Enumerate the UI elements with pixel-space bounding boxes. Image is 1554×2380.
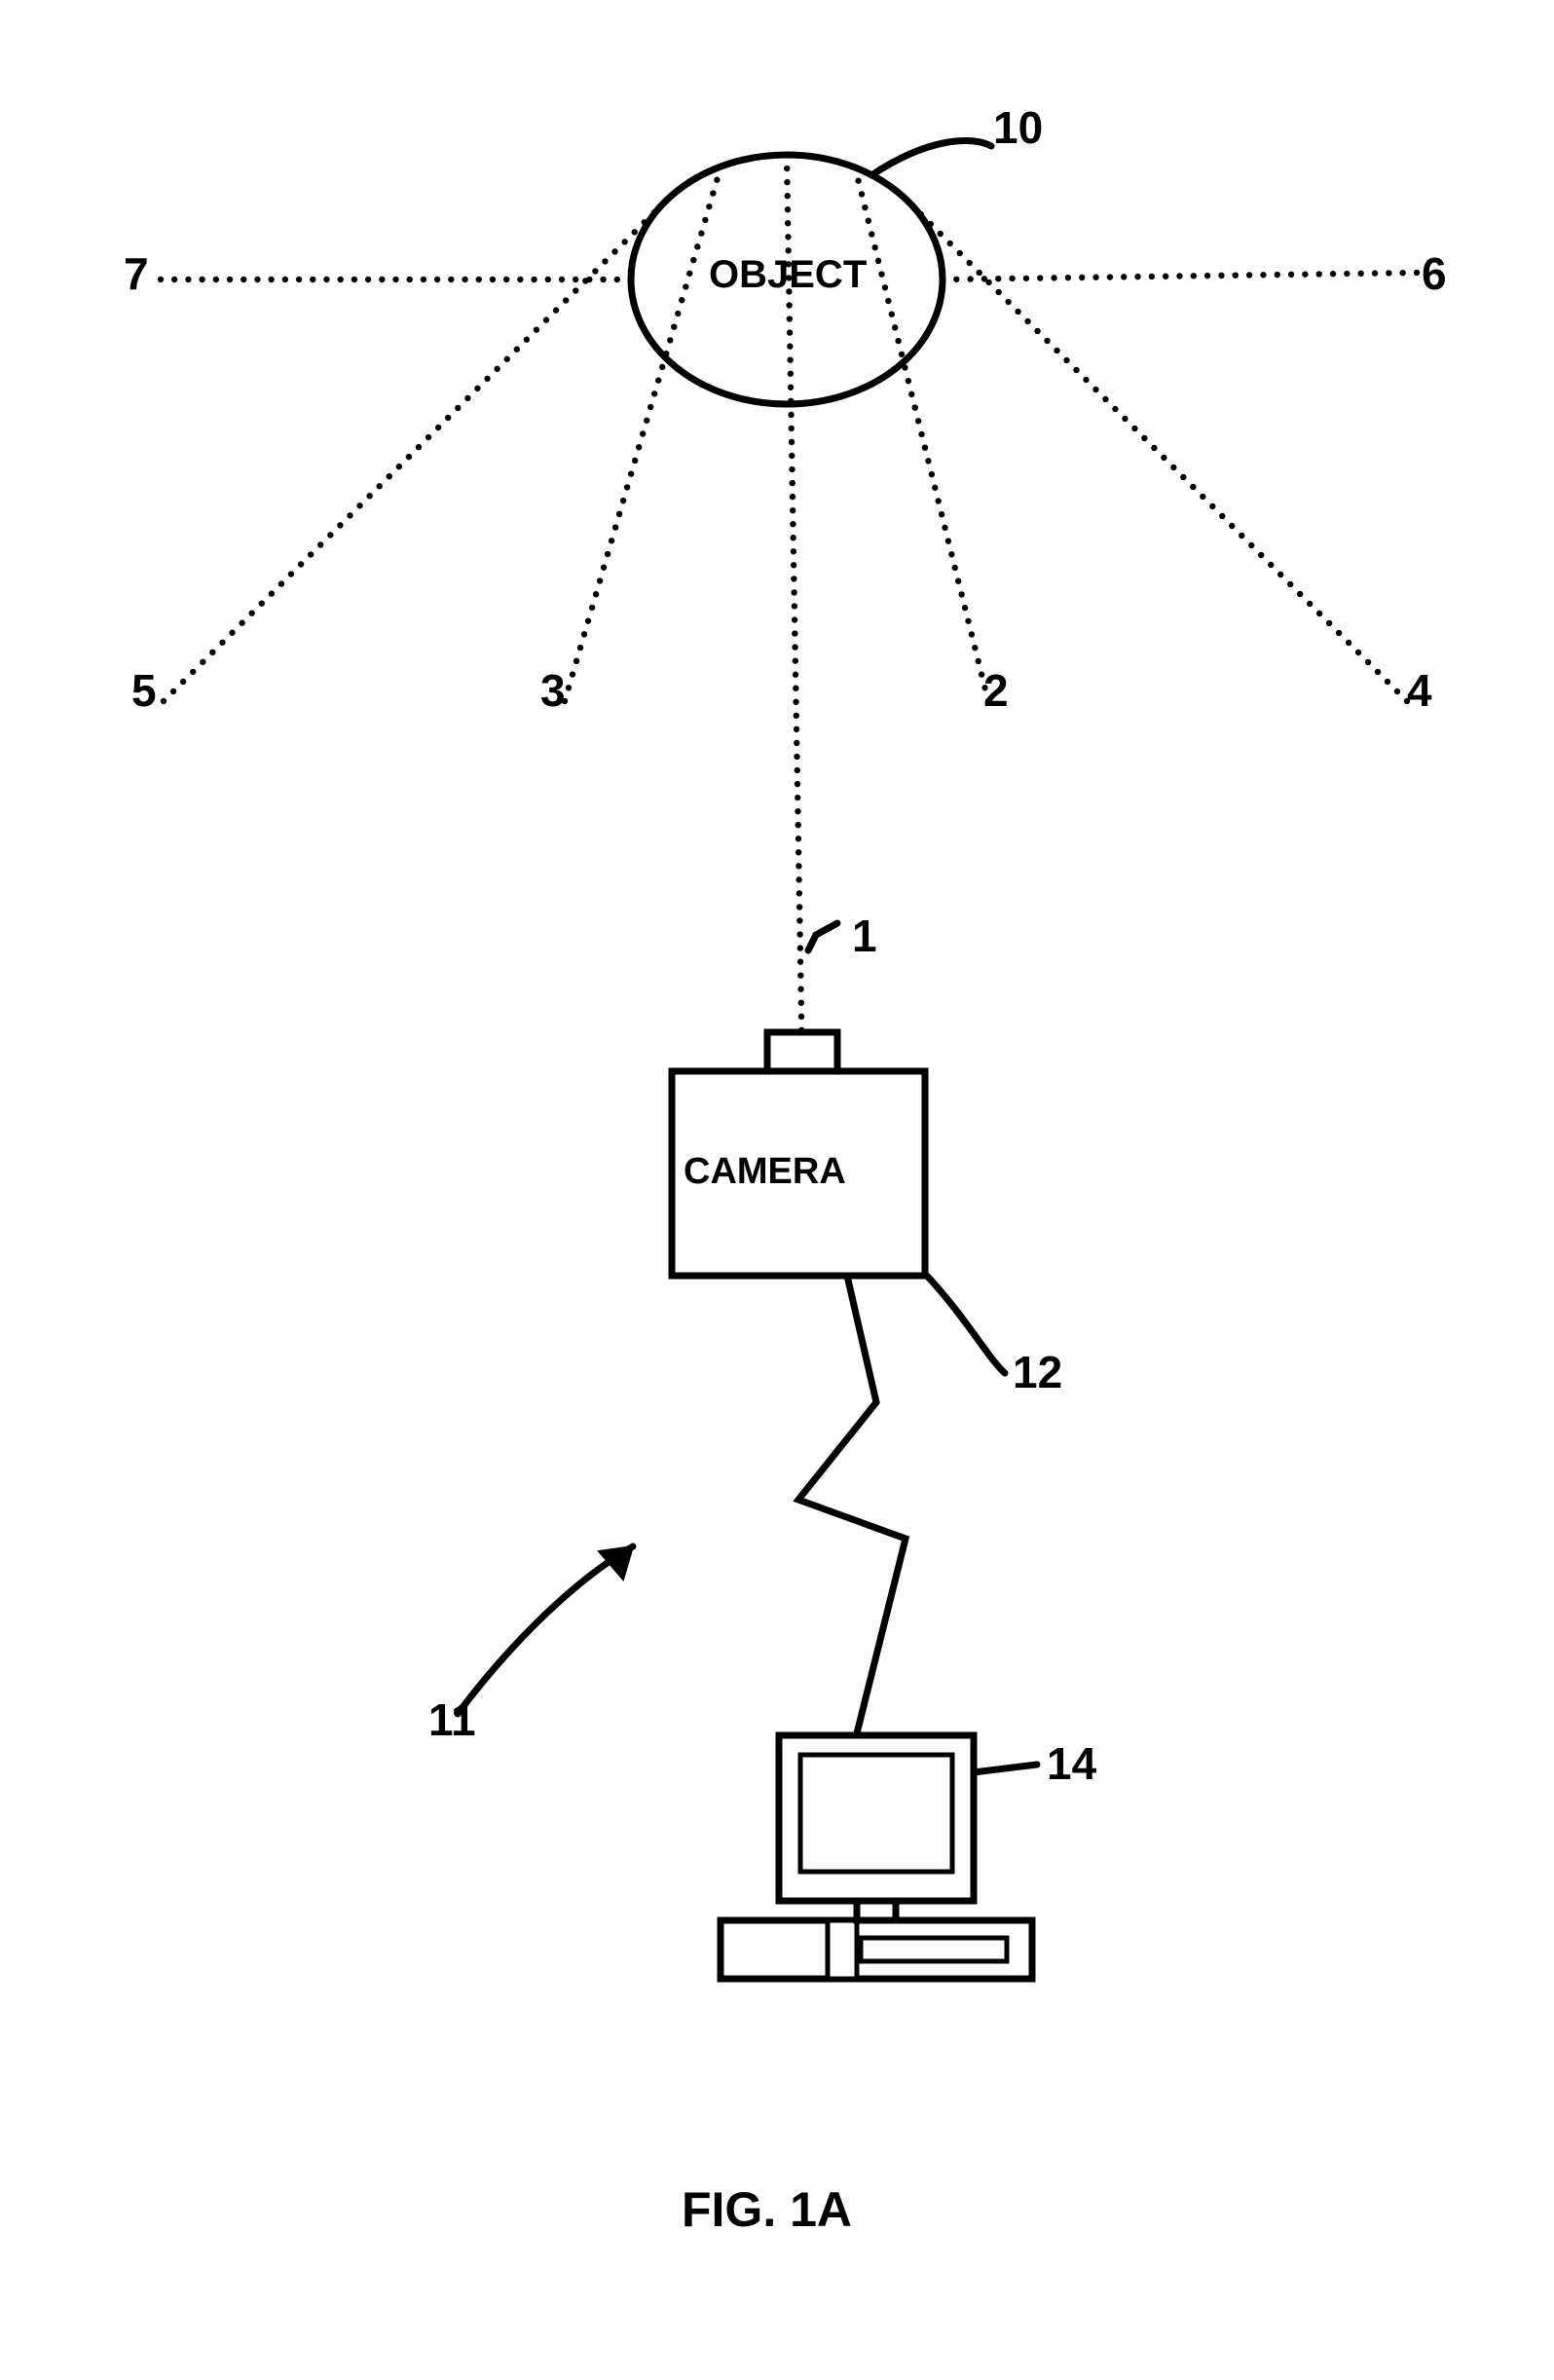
ref-10-label: 10 [993, 101, 1043, 154]
ray-6-label: 6 [1422, 247, 1447, 300]
figure-1a: { "figure": { "width": 1596, "height": 2… [0, 0, 1554, 2380]
ref-14-label: 14 [1047, 1737, 1096, 1790]
ref-12-label: 12 [1013, 1346, 1062, 1398]
ray-7-label: 7 [124, 247, 149, 300]
figure-caption: FIG. 1A [682, 2181, 852, 2238]
ref-11-label: 11 [428, 1693, 476, 1746]
ray-1-label: 1 [852, 910, 877, 962]
camera-label: CAMERA [684, 1151, 846, 1193]
ray-5-label: 5 [131, 664, 157, 717]
object-label: OBJECT [709, 253, 867, 297]
ray-3-label: 3 [540, 664, 566, 717]
ray-4-label: 4 [1407, 664, 1432, 717]
ray-2-label: 2 [983, 664, 1009, 717]
